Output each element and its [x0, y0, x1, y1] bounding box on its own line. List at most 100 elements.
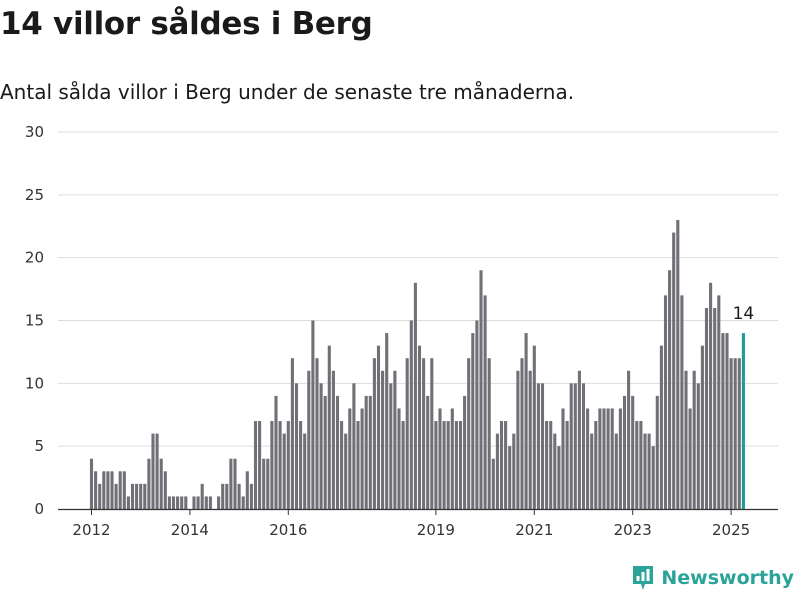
- bar: [577, 370, 581, 509]
- bar: [245, 471, 249, 509]
- bar: [594, 421, 598, 509]
- bar: [122, 471, 126, 509]
- bar: [241, 496, 245, 509]
- bar: [151, 433, 155, 509]
- bar: [532, 345, 536, 509]
- bar: [368, 395, 372, 509]
- bar: [442, 421, 446, 509]
- bar: [208, 496, 212, 509]
- bar: [668, 270, 672, 509]
- bar: [167, 496, 171, 509]
- y-tick-label: 20: [25, 249, 44, 267]
- bar: [573, 383, 577, 509]
- x-axis: 2012 2014 2016 2019 2021 2023 2025: [58, 508, 778, 539]
- bar: [479, 270, 483, 509]
- bar: [204, 496, 208, 509]
- bar: [458, 421, 463, 509]
- bar: [635, 421, 639, 509]
- bar: [348, 408, 352, 509]
- bar: [688, 408, 692, 509]
- bar: [471, 333, 475, 509]
- bar: [696, 383, 700, 509]
- bar: [94, 471, 98, 509]
- bar: [192, 496, 196, 509]
- bar: [409, 320, 413, 509]
- bar: [274, 395, 278, 509]
- bar: [130, 483, 135, 509]
- bar: [381, 370, 385, 509]
- bar: [422, 358, 426, 509]
- bar: [536, 383, 540, 509]
- bar: [659, 345, 663, 509]
- bar: [249, 483, 253, 509]
- bar: [512, 433, 516, 509]
- bar: [561, 408, 565, 509]
- bar: [643, 433, 647, 509]
- bar: [430, 358, 434, 509]
- y-axis-ticks: 0 5 10 15 20 25 30: [25, 123, 44, 518]
- bar: [655, 395, 659, 509]
- bar: [315, 358, 319, 509]
- y-tick-label: 25: [25, 186, 44, 204]
- bar: [266, 458, 270, 509]
- bar: [704, 307, 709, 509]
- bar: [631, 395, 635, 509]
- bar: [446, 421, 450, 509]
- bar: [598, 408, 602, 509]
- newsworthy-logo-icon: [633, 566, 654, 590]
- x-tick-label: 2023: [614, 521, 652, 539]
- bar: [278, 421, 282, 509]
- bar: [340, 421, 344, 509]
- bar: [217, 496, 221, 509]
- bar: [487, 358, 491, 509]
- bar: [545, 421, 549, 509]
- brand-name: Newsworthy: [661, 567, 794, 589]
- bar: [118, 471, 122, 509]
- bar: [89, 458, 94, 509]
- bar: [221, 483, 225, 509]
- bar: [155, 433, 159, 509]
- bar: [360, 408, 364, 509]
- bar: [483, 295, 487, 509]
- x-tick-label: 2021: [515, 521, 553, 539]
- bar: [495, 433, 499, 509]
- bar: [450, 408, 454, 509]
- bar: [729, 358, 733, 509]
- bar: [454, 421, 458, 509]
- bar: [299, 421, 303, 509]
- bar: [393, 370, 397, 509]
- bar: [335, 395, 340, 509]
- bars: [89, 219, 745, 510]
- bar: [647, 433, 651, 509]
- x-tick-label: 2012: [72, 521, 110, 539]
- bar: [618, 408, 622, 509]
- bar: [516, 370, 520, 509]
- bar: [147, 458, 151, 509]
- y-tick-label: 15: [25, 312, 44, 330]
- bar: [721, 333, 725, 509]
- bar: [102, 471, 106, 509]
- bar: [397, 408, 401, 509]
- y-tick-label: 10: [25, 374, 44, 392]
- bar: [237, 483, 241, 509]
- bar: [610, 408, 614, 509]
- bar: [311, 320, 315, 509]
- bar: [622, 395, 627, 509]
- bar: [553, 433, 557, 509]
- brand-logo[interactable]: Newsworthy: [631, 564, 794, 592]
- x-tick-label: 2014: [171, 521, 209, 539]
- bar: [114, 483, 118, 509]
- bar: [331, 370, 335, 509]
- bar: [327, 345, 331, 509]
- bar: [344, 433, 348, 509]
- bar: [733, 358, 737, 509]
- bar: [639, 421, 643, 509]
- bar: [737, 358, 741, 509]
- bar: [602, 408, 606, 509]
- bar: [253, 421, 258, 509]
- bar: [565, 421, 569, 509]
- bar: [352, 383, 356, 509]
- bar: [319, 383, 323, 509]
- bar: [713, 307, 717, 509]
